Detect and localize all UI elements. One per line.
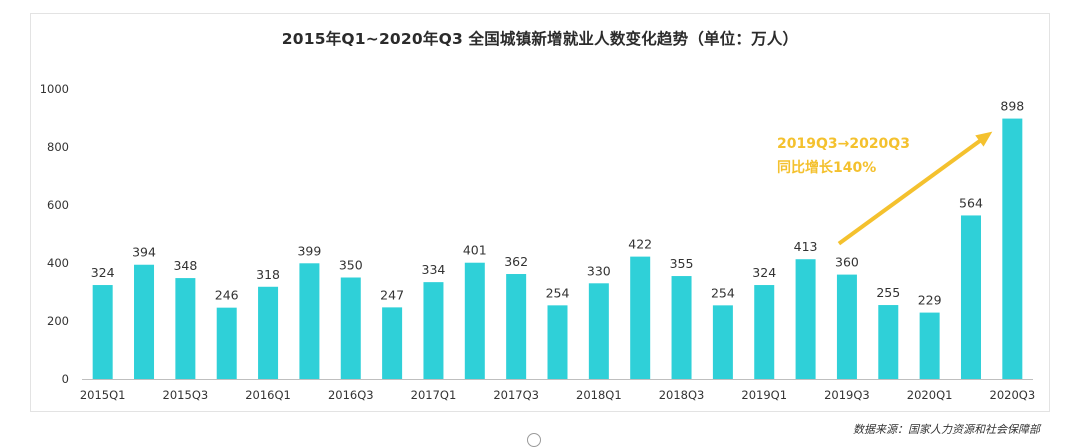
data-label: 334 [422, 262, 446, 277]
data-label: 330 [587, 263, 611, 278]
data-label: 422 [628, 237, 652, 252]
x-tick-label: 2016Q1 [245, 388, 291, 402]
x-tick-label: 2020Q1 [907, 388, 953, 402]
bar [340, 277, 361, 379]
x-tick-label: 2015Q3 [163, 388, 209, 402]
bar [382, 307, 403, 379]
data-label: 401 [463, 243, 487, 258]
bar [878, 305, 899, 379]
chart-title: 2015年Q1~2020年Q3 全国城镇新增就业人数变化趋势（单位：万人） [281, 30, 799, 48]
x-tick-label: 2020Q3 [990, 388, 1036, 402]
bar [506, 274, 527, 379]
bar [960, 215, 981, 379]
x-tick-label: 2017Q1 [411, 388, 457, 402]
bar [754, 285, 775, 379]
data-label: 324 [752, 265, 776, 280]
x-tick-label: 2015Q1 [80, 388, 126, 402]
data-label: 399 [297, 243, 321, 258]
annotation-line-1: 2019Q3→2020Q3 [777, 136, 910, 152]
data-label: 229 [918, 293, 942, 308]
bar [671, 276, 692, 379]
bar [299, 263, 320, 379]
data-label: 348 [173, 258, 197, 273]
data-label: 413 [794, 239, 818, 254]
y-tick-label: 600 [47, 198, 69, 212]
data-label: 254 [546, 285, 570, 300]
data-label: 564 [959, 195, 983, 210]
data-label: 362 [504, 254, 528, 269]
x-tick-label: 2016Q3 [328, 388, 374, 402]
data-label: 247 [380, 287, 404, 302]
bar [547, 305, 568, 379]
x-tick-label: 2017Q3 [493, 388, 539, 402]
bar [588, 283, 609, 379]
data-label: 350 [339, 258, 363, 273]
data-label: 255 [876, 285, 900, 300]
bar [258, 286, 279, 379]
source-note: 数据来源：国家人力资源和社会保障部 [853, 423, 1040, 436]
y-tick-label: 1000 [40, 82, 69, 96]
y-tick-label: 400 [47, 256, 69, 270]
bar [919, 312, 940, 379]
data-label: 898 [1000, 99, 1024, 114]
x-tick-label: 2019Q1 [741, 388, 787, 402]
annotation-line-2: 同比增长140% [777, 159, 876, 176]
circle-icon [527, 433, 541, 447]
data-label: 324 [91, 265, 115, 280]
bar [795, 259, 816, 379]
bar [216, 307, 237, 379]
data-label: 246 [215, 288, 239, 303]
y-tick-label: 200 [47, 314, 69, 328]
y-tick-label: 800 [47, 140, 69, 154]
x-tick-label: 2018Q1 [576, 388, 622, 402]
x-tick-label: 2018Q3 [659, 388, 705, 402]
bar [464, 262, 485, 379]
bar [1002, 118, 1023, 379]
y-tick-label: 0 [62, 372, 69, 386]
data-label: 394 [132, 245, 156, 260]
x-tick-label: 2019Q3 [824, 388, 870, 402]
bar [134, 264, 155, 379]
bar [836, 274, 857, 379]
bar [630, 256, 651, 379]
data-label: 254 [711, 285, 735, 300]
data-label: 318 [256, 267, 280, 282]
annotation-arrow-line [837, 135, 986, 246]
bar [712, 305, 733, 379]
bar [175, 278, 196, 379]
annotation-arrowhead [975, 131, 993, 147]
data-label: 360 [835, 255, 859, 270]
data-label: 355 [670, 256, 694, 271]
bar [92, 285, 113, 379]
bar [423, 282, 444, 379]
